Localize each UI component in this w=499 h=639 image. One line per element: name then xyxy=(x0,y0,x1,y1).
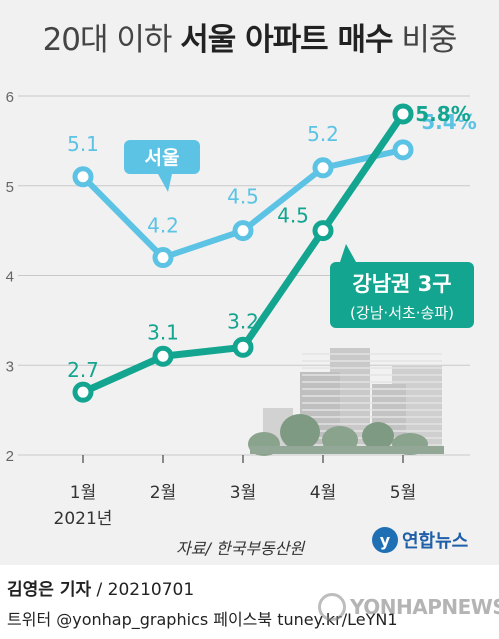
title-part3: 비중 xyxy=(392,22,457,58)
data-point xyxy=(72,166,94,188)
watermark-text: YONHAPNEWS xyxy=(350,595,499,619)
data-label: 3.2 xyxy=(227,309,259,333)
data-label: 3.1 xyxy=(147,320,179,344)
apartment-buildings-illustration xyxy=(248,348,444,456)
x-tick-label: 2월 xyxy=(150,483,176,503)
y-tick-label: 6 xyxy=(6,89,14,106)
watermark-icon xyxy=(318,593,346,621)
data-point xyxy=(392,103,414,125)
seoul-callout-label: 서울 xyxy=(145,147,180,169)
tree xyxy=(280,414,320,450)
reporter-name: 김영은 기자 xyxy=(7,580,92,600)
yonhap-logo-icon: y xyxy=(372,527,398,553)
value-labels: 5.1 4.2 4.5 5.2 5.4% 2.7 3.1 3.2 4.5 5.8% xyxy=(67,102,477,382)
data-point xyxy=(312,157,334,179)
data-label: 5.4% xyxy=(421,110,476,134)
data-point xyxy=(232,336,254,358)
x-tick-label: 4월 xyxy=(310,483,336,503)
line-chart: 1월 2월 3월 4월 5월 2021년 2 3 4 5 6 5.1 4.2 4.5 5.2 5.4% 2.… xyxy=(6,89,477,529)
gangnam-callout-label: 강남권 3구 xyxy=(352,272,451,296)
reporter-line: 김영은 기자 / 20210701 xyxy=(7,575,499,600)
title-part1: 20대 이하 xyxy=(42,22,181,58)
yonhap-logo: y 연합뉴스 xyxy=(372,527,468,553)
data-label: 4.5 xyxy=(227,185,259,209)
source-note: 자료/ 한국부동산원 xyxy=(176,539,305,558)
gangnam-callout-pointer xyxy=(340,244,356,262)
data-label: 4.5 xyxy=(277,204,309,228)
data-point xyxy=(72,381,94,403)
chart-title: 20대 이하 서울 아파트 매수 비중 xyxy=(0,14,499,59)
series-layer xyxy=(72,103,414,403)
data-label: 5.1 xyxy=(67,132,99,156)
data-point xyxy=(152,247,174,269)
social-line: 트위터 @yonhap_graphics 페이스북 tuney.kr/LeYN1 xyxy=(7,610,398,629)
data-point xyxy=(312,220,334,242)
gangnam-callout-box xyxy=(330,262,474,328)
x-tick-label: 1월 xyxy=(70,483,96,503)
data-label: 5.8% xyxy=(415,102,470,126)
title-part2: 서울 아파트 매수 xyxy=(180,22,393,58)
yonhapnews-watermark: YONHAPNEWS xyxy=(318,593,499,621)
x-tick-label: 3월 xyxy=(230,483,256,503)
data-point xyxy=(152,345,174,367)
y-tick-label: 2 xyxy=(6,448,14,465)
reporter-date: / 20210701 xyxy=(91,580,195,600)
seoul-callout-pointer xyxy=(158,174,172,192)
gangnam-callout-sublabel: (강남·서초·송파) xyxy=(350,304,454,322)
y-tick-label: 4 xyxy=(6,269,14,286)
x-tick-label: 5월 xyxy=(390,483,416,503)
tree xyxy=(362,422,394,450)
y-axis: 2 3 4 5 6 xyxy=(6,89,14,465)
data-point xyxy=(392,139,414,161)
ground-strip xyxy=(250,446,444,454)
seoul-callout-box xyxy=(124,140,200,174)
data-point xyxy=(232,220,254,242)
data-label: 5.2 xyxy=(307,122,339,146)
y-tick-label: 3 xyxy=(6,358,14,375)
data-label: 2.7 xyxy=(67,358,99,382)
x-axis: 1월 2월 3월 4월 5월 2021년 xyxy=(54,455,416,529)
y-tick-label: 5 xyxy=(6,179,14,196)
yonhap-logo-text: 연합뉴스 xyxy=(402,531,469,552)
data-label: 4.2 xyxy=(147,214,179,238)
x-sublabel: 2021년 xyxy=(54,509,113,529)
